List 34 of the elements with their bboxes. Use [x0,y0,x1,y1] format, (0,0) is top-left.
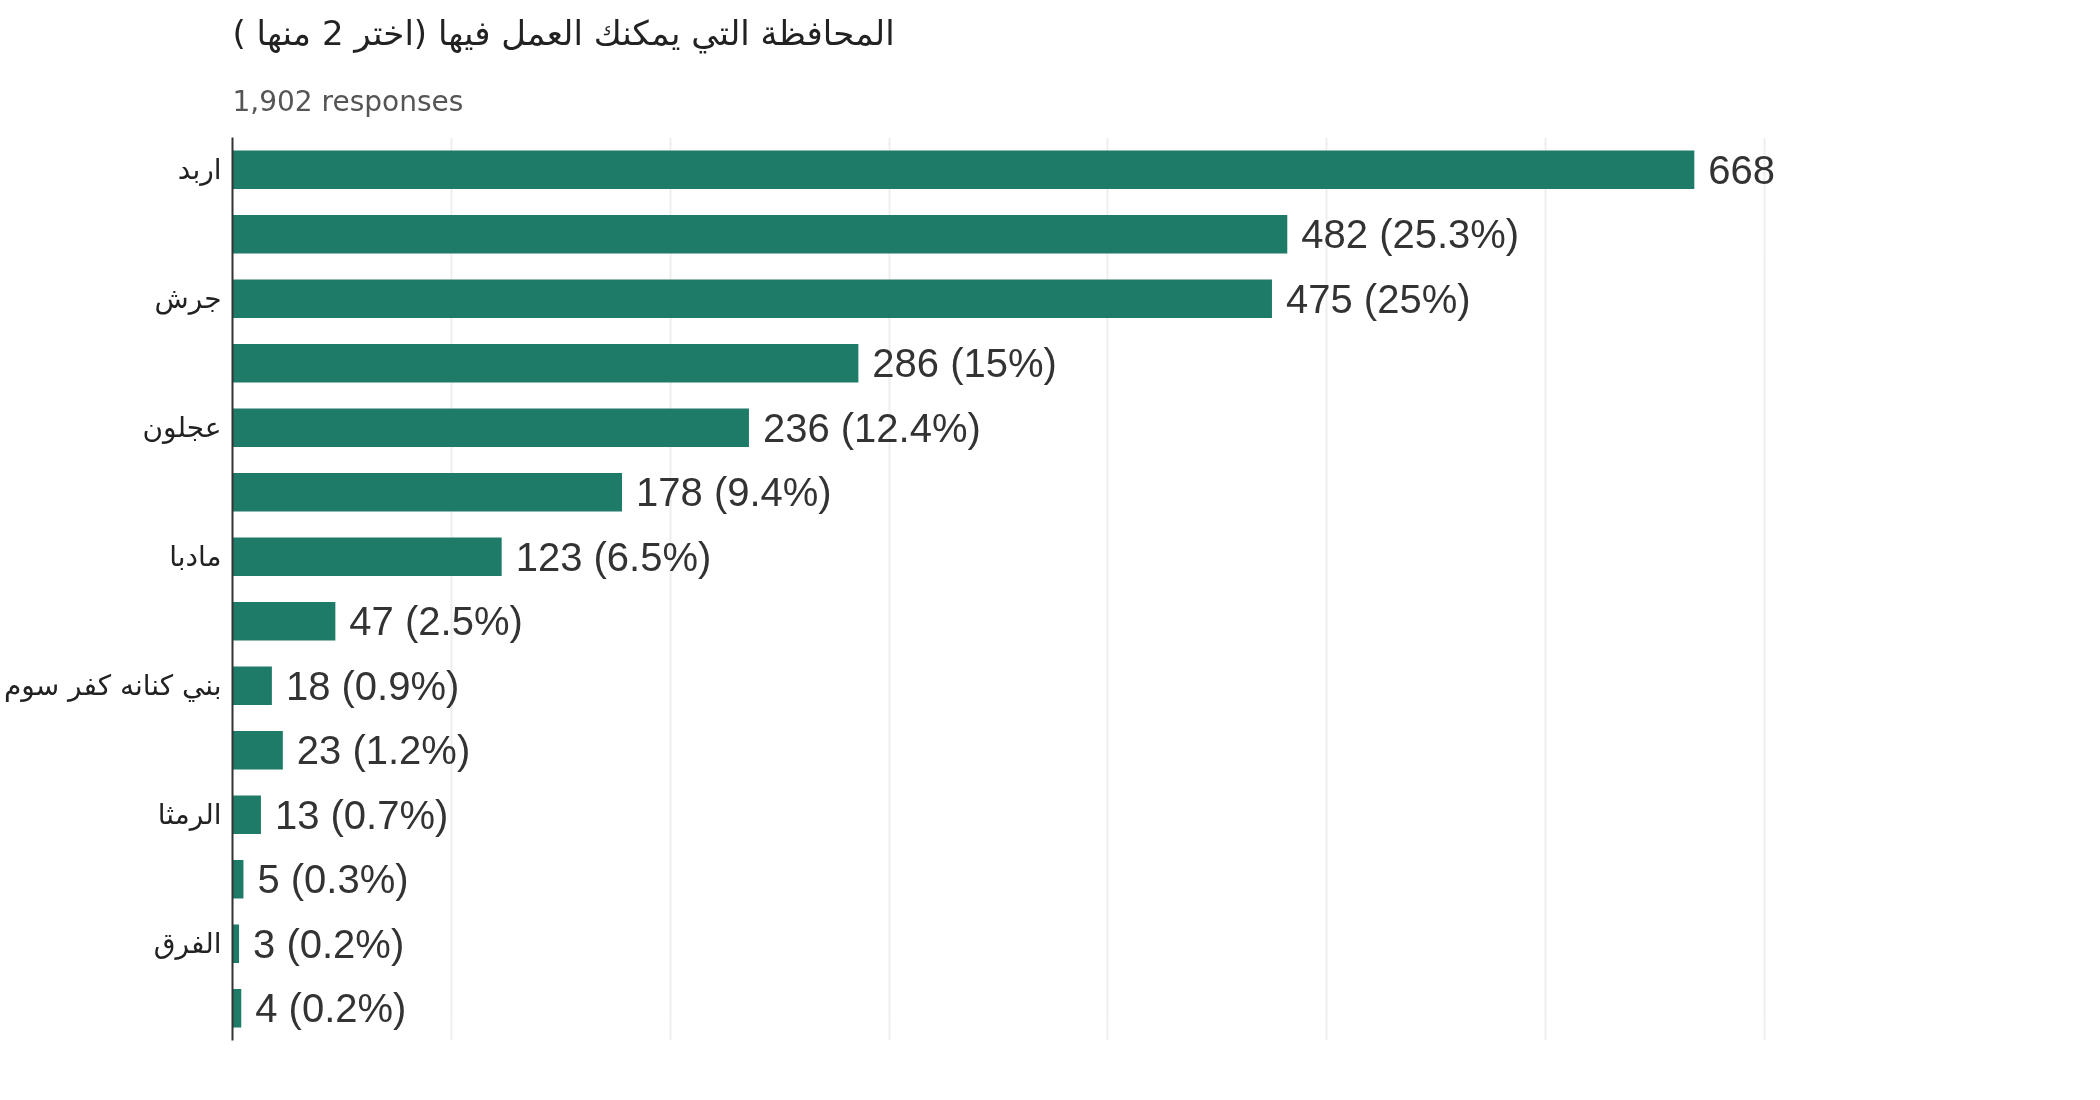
data-label: 236 (12.4%) [762,405,981,450]
data-label: 482 (25.3%) [1301,212,1520,257]
data-label: 23 (1.2%) [296,728,471,773]
y-tick-label: الرمثا [157,798,222,832]
y-tick-label: جرش [154,282,222,316]
data-label: 475 (25%) [1285,276,1471,321]
y-tick-label: مادبا [169,540,222,574]
data-label: 668 [1708,147,1776,192]
y-tick-label: اربد [177,153,222,187]
bar [232,279,1272,319]
chart-subtitle: 1,902 responses [232,84,464,118]
bar [232,601,336,641]
data-label: 5 (0.3%) [257,857,409,902]
data-label: 13 (0.7%) [274,792,449,837]
bar [232,537,502,577]
data-label: 286 (15%) [872,341,1057,386]
y-tick-label: عجلون [142,411,222,445]
bar [232,408,749,448]
data-label: 47 (2.5%) [349,599,523,644]
bar [232,472,623,512]
bar [232,666,272,706]
chart-title: المحافظة التي يمكنك العمل فيها (اختر 2 منها ) [232,12,895,54]
data-label: 18 (0.9%) [285,663,460,708]
data-label: 178 (9.4%) [636,470,832,515]
y-tick-label: الفرق [153,927,222,961]
bar [232,150,1695,190]
bar [232,795,261,835]
data-label: 4 (0.2%) [255,986,407,1031]
bar [232,343,859,383]
y-tick-label: بني كنانه كفر سوم [3,669,222,703]
bar [232,730,283,770]
bar [232,214,1288,254]
data-label: 123 (6.5%) [515,534,712,579]
data-label: 3 (0.2%) [253,921,405,966]
